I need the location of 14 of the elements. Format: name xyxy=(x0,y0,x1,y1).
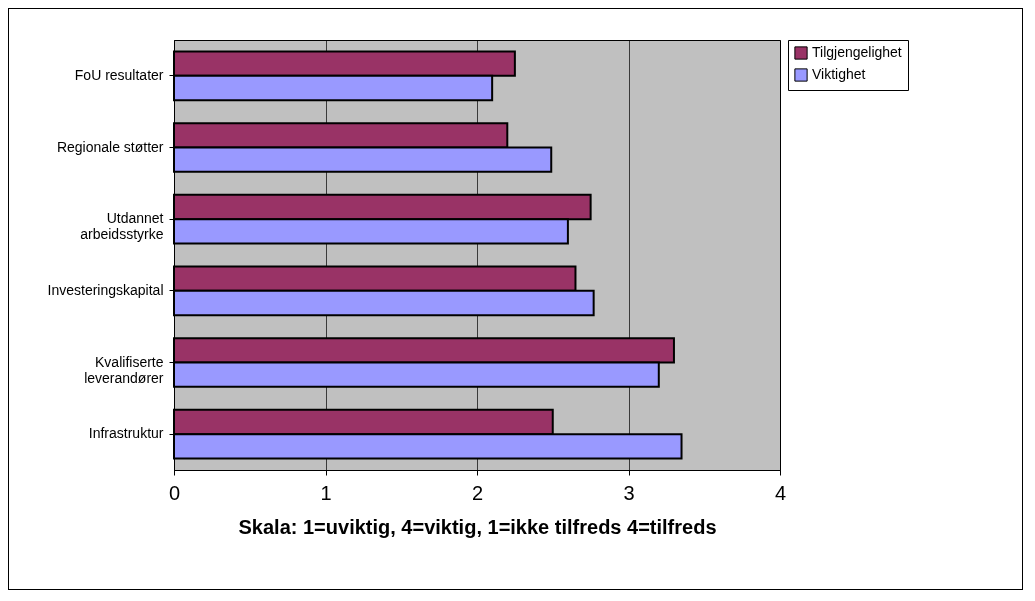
x-tick-label: 2 xyxy=(471,481,484,504)
legend-label: Tilgjengelighet xyxy=(812,44,902,60)
y-tick-label: Kvalifiserte leverandører xyxy=(84,353,164,386)
legend-label: Viktighet xyxy=(812,66,866,82)
y-tick-label: Regionale støtter xyxy=(56,138,164,155)
x-tick-label: 4 xyxy=(774,481,787,504)
y-tick-label: Infrastruktur xyxy=(88,425,164,442)
y-tick-label: Investeringskapital xyxy=(47,281,164,298)
y-tick-label: Utdannet arbeidsstyrke xyxy=(80,210,164,243)
x-axis-title: Skala: 1=uviktig, 4=viktig, 1=ikke tilfreds 4=tilfreds xyxy=(238,515,717,538)
y-tick-label: FoU resultater xyxy=(74,66,164,83)
x-tick-label: 3 xyxy=(623,481,635,504)
x-tick-label: 1 xyxy=(320,481,332,504)
x-tick-label: 0 xyxy=(168,481,181,504)
